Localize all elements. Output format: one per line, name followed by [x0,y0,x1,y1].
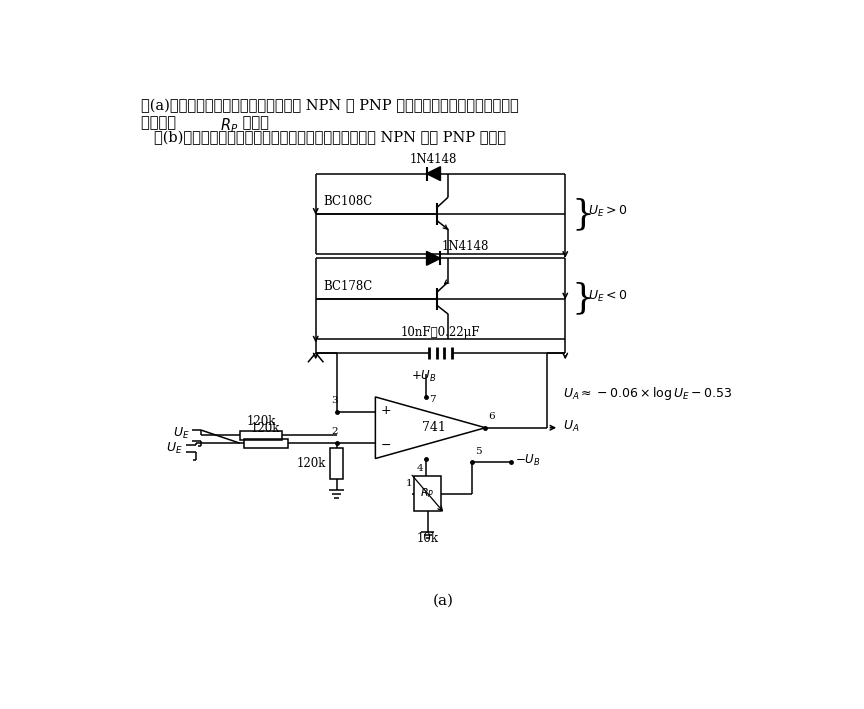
Text: 1N4148: 1N4148 [442,240,489,253]
Text: 7: 7 [429,395,436,403]
Text: 节电位器: 节电位器 [141,116,181,130]
Text: 10nF～0.22μF: 10nF～0.22μF [401,326,480,339]
Text: $U_A$: $U_A$ [563,418,580,434]
Bar [239,431,283,440]
Text: $U_E<0$: $U_E<0$ [588,289,628,304]
Text: 图(a)电路可以根据输入信号的极性选用 NPN 或 PNP 晶体管，其零位电压可以通过调: 图(a)电路可以根据输入信号的极性选用 NPN 或 PNP 晶体管，其零位电压可… [141,99,518,113]
Text: BC108C: BC108C [323,195,372,208]
Polygon shape [427,252,441,265]
Text: 120k: 120k [251,423,281,435]
Text: 6: 6 [488,412,495,421]
Text: 4: 4 [416,464,423,473]
Text: (a): (a) [432,594,454,608]
Text: $U_E$: $U_E$ [166,441,182,456]
Text: 3: 3 [331,396,338,406]
Bar [330,448,343,479]
Text: 120k: 120k [246,415,276,428]
Text: $-U_B$: $-U_B$ [515,453,541,469]
Text: $R_P$: $R_P$ [220,116,238,135]
Text: 120k: 120k [296,457,326,469]
Polygon shape [427,167,441,181]
Text: 2: 2 [331,428,338,436]
Text: 10k: 10k [416,532,439,545]
Text: 5: 5 [474,447,481,456]
Bar [244,438,288,448]
Text: −: − [381,439,391,452]
Text: }: } [571,281,594,316]
Text: 调整。: 调整。 [238,116,269,130]
Text: }: } [571,197,594,231]
Text: $U_E>0$: $U_E>0$ [588,204,628,219]
Text: 1N4148: 1N4148 [410,153,457,166]
Text: BC178C: BC178C [323,279,372,293]
Text: $U_E$: $U_E$ [173,426,189,442]
Text: 图(b)电路可用作反对数表，其晶体管也可根据极性选用 NPN 型或 PNP 型的。: 图(b)电路可用作反对数表，其晶体管也可根据极性选用 NPN 型或 PNP 型的… [155,131,506,145]
Text: $+U_B$: $+U_B$ [410,369,436,384]
Text: +: + [381,403,391,416]
Text: $R_P$: $R_P$ [421,486,435,501]
Text: $U_A\approx-0.06\times\mathrm{log}\,U_E-0.53$: $U_A\approx-0.06\times\mathrm{log}\,U_E-… [563,384,733,401]
Bar [414,476,442,511]
Text: 741: 741 [422,421,446,434]
Text: 1: 1 [406,479,413,488]
